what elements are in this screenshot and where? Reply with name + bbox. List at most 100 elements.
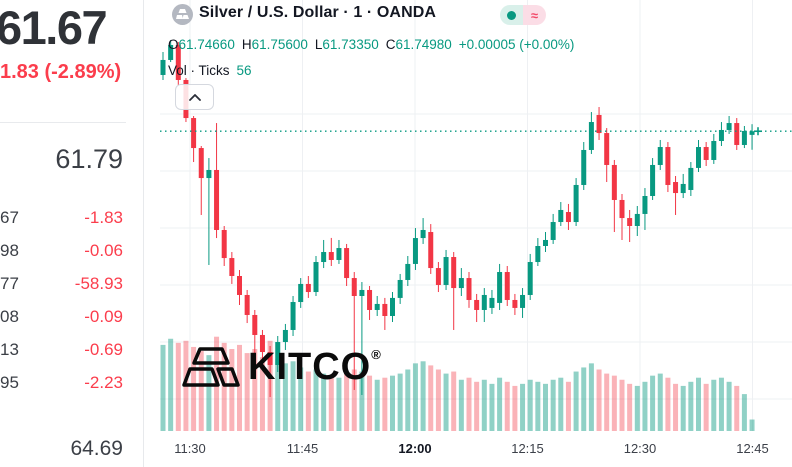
candle-body: [596, 114, 602, 134]
volume-bar: [657, 373, 663, 431]
volume-bar: [489, 383, 495, 431]
candle-body: [718, 129, 724, 141]
volume-layer: [160, 336, 755, 431]
candle-body: [657, 147, 663, 165]
volume-bar: [412, 363, 418, 431]
volume-bar: [221, 342, 227, 431]
chevron-up-icon: [188, 93, 201, 101]
candle-body: [696, 147, 701, 168]
volume-bar: [673, 383, 679, 431]
candle-body: [214, 169, 220, 230]
candle-body: [206, 169, 212, 179]
volume-bar: [374, 379, 380, 431]
main-change: 1.83 (-2.89%): [0, 61, 122, 83]
volume-bar: [588, 363, 594, 431]
open-value: 61.74660: [178, 37, 235, 52]
volume-bar: [558, 377, 564, 431]
candle-body: [175, 44, 181, 80]
kitco-wordmark: KITCO: [248, 346, 372, 388]
open-label: O: [168, 37, 179, 52]
delayed-data-icon[interactable]: ≈: [523, 5, 546, 25]
volume-bar: [596, 369, 602, 431]
volume-bar: [734, 385, 740, 431]
candle-body: [359, 289, 365, 296]
volume-bar: [703, 383, 709, 431]
candle-body: [443, 257, 449, 285]
candle-body: [344, 248, 350, 279]
volume-bar: [520, 383, 526, 431]
candle-body: [244, 294, 250, 315]
volume-bar: [428, 365, 434, 431]
quote-row: 13 -0.69: [0, 340, 123, 373]
candle-body: [611, 164, 617, 200]
volume-bar: [405, 369, 411, 431]
collapse-legend-button[interactable]: [175, 84, 214, 110]
candlestick-chart[interactable]: [160, 0, 792, 467]
candle-body: [328, 252, 334, 260]
market-open-icon[interactable]: [500, 5, 523, 25]
high-label: H: [241, 37, 252, 52]
volume-bar: [229, 349, 235, 431]
candle-body: [313, 262, 319, 293]
volume-bar: [382, 377, 388, 431]
time-tick-12:30: 12:30: [623, 441, 657, 456]
candle-layer: [160, 39, 755, 398]
volume-bar: [497, 377, 503, 431]
bar-change-value: +0.00005 (+0.00%): [458, 37, 575, 52]
quote-value: 95: [0, 373, 19, 392]
silver-symbol-badge[interactable]: [172, 4, 193, 25]
quote-value: 98: [0, 241, 19, 260]
time-tick-11:30: 11:30: [174, 441, 206, 456]
quote-value: 08: [0, 307, 19, 326]
volume-bar: [435, 369, 441, 431]
volume-label: Vol · Ticks: [168, 63, 230, 78]
volume-bar: [160, 344, 166, 431]
volume-bar: [627, 383, 633, 431]
quote-change: -2.23: [84, 373, 123, 392]
volume-bar: [481, 379, 487, 431]
volume-bar: [642, 381, 648, 431]
time-tick-12:00: 12:00: [398, 441, 432, 456]
registered-mark: ®: [371, 347, 381, 362]
candle-body: [282, 329, 288, 343]
candle-body: [390, 297, 395, 316]
time-tick-12:45: 12:45: [736, 441, 769, 456]
quote-change: -58.93: [74, 274, 123, 293]
volume-bar: [749, 419, 755, 431]
candle-body: [351, 278, 357, 296]
volume-bar: [650, 375, 656, 431]
candle-body: [374, 303, 380, 310]
volume-bar: [543, 383, 548, 431]
volume-bar: [275, 359, 281, 431]
candle-body: [558, 209, 564, 223]
chart-area[interactable]: KITCO ® Silver / U.S. Dollar · 1 · OANDA…: [160, 0, 792, 467]
volume-bar: [191, 346, 197, 431]
candle-body: [252, 314, 258, 335]
candle-body: [581, 149, 587, 185]
low-price: 64.69: [70, 437, 123, 460]
market-status-pill[interactable]: ≈: [500, 5, 546, 25]
volume-bar: [420, 361, 426, 431]
volume-bar: [390, 375, 395, 431]
volume-bar: [321, 373, 327, 431]
volume-bar: [298, 367, 304, 431]
panel-divider: [0, 122, 126, 123]
volume-bar: [611, 375, 617, 431]
candle-body: [397, 279, 403, 298]
volume-bar: [504, 381, 510, 431]
high-value: 61.75600: [251, 37, 308, 52]
candle-body: [428, 232, 434, 269]
close-value: 61.74980: [395, 37, 452, 52]
volume-bar: [359, 371, 365, 431]
candle-body: [619, 199, 625, 219]
candle-body: [481, 294, 487, 310]
chart-title[interactable]: Silver / U.S. Dollar · 1 · OANDA: [199, 4, 437, 21]
candle-body: [191, 118, 197, 149]
vertical-divider: [143, 0, 144, 467]
volume-bar: [451, 371, 457, 431]
volume-bar: [696, 377, 701, 431]
volume-bar: [718, 377, 724, 431]
volume-bar: [512, 385, 518, 431]
candle-body: [573, 184, 579, 223]
volume-bar: [252, 349, 258, 431]
